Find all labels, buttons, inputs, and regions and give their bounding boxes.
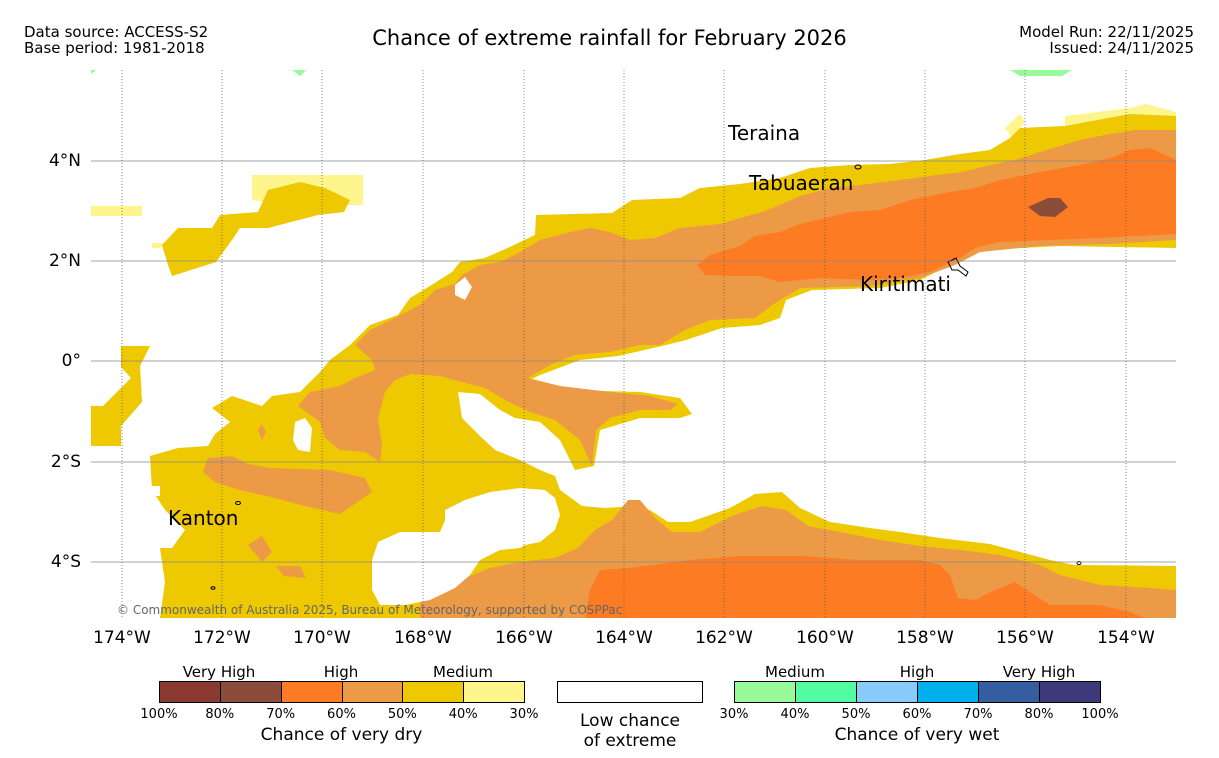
map-title: Chance of extreme rainfall for February …: [372, 26, 847, 50]
legend-low-line2: of extreme: [583, 731, 677, 751]
legend-wet-tick: 50%: [841, 707, 871, 722]
legend-low-line1: Low chance: [580, 711, 680, 731]
legend-wet-tick: 80%: [1024, 707, 1054, 722]
legend-wet-swatch: [734, 681, 796, 703]
place-kiritimati: Kiritimati: [860, 272, 951, 296]
legend-dry-swatch: [341, 681, 404, 703]
lon-label: 156°W: [996, 628, 1054, 648]
legend-wet-swatch: [917, 681, 979, 703]
lon-label: 166°W: [495, 628, 553, 648]
island-outline: [210, 586, 216, 590]
legend-dry-title: Chance of very dry: [260, 725, 423, 745]
copyright-text: © Commonwealth of Australia 2025, Bureau…: [117, 603, 623, 617]
dry-high-region: [585, 148, 1176, 618]
data-source-text: Data source: ACCESS-S2: [24, 23, 209, 41]
legend-dry-swatch: [159, 681, 221, 703]
lon-label: 174°W: [93, 628, 151, 648]
legend-wet-tick: 40%: [780, 707, 810, 722]
lon-label: 172°W: [193, 628, 251, 648]
dry-very-high-region: [1028, 198, 1068, 217]
legend-dry-tick: 30%: [509, 707, 539, 722]
place-teraina: Teraina: [728, 121, 801, 145]
legend-dry-medium: Medium: [433, 663, 493, 681]
place-kanton: Kanton: [168, 506, 239, 530]
legend-dry-tick: 40%: [448, 707, 478, 722]
lon-label: 162°W: [695, 628, 753, 648]
dry-small-spot: [258, 424, 266, 440]
legend-wet-high: High: [899, 663, 935, 681]
legend-wet-swatch: [978, 681, 1040, 703]
lon-label: 160°W: [796, 628, 854, 648]
legend-dry-tick: 80%: [205, 707, 235, 722]
lat-label-0: 0°: [61, 351, 81, 371]
lat-label-2n: 2°N: [48, 251, 81, 271]
island-outline: [1076, 561, 1082, 565]
legend-dry-tick: 100%: [140, 707, 178, 722]
base-period-text: Base period: 1981-2018: [24, 39, 205, 57]
legend-wet-title: Chance of very wet: [834, 725, 1000, 745]
dry-medium-light-region: [91, 104, 1176, 248]
lat-label-4n: 4°N: [48, 151, 81, 171]
legend-wet-swatch: [856, 681, 918, 703]
legend-wet-very-high: Very High: [1002, 663, 1076, 681]
lat-label-4s: 4°S: [50, 552, 81, 572]
legend-dry-tick: 70%: [266, 707, 296, 722]
legend-dry-high: High: [323, 663, 359, 681]
legend-wet-swatch: [1039, 681, 1101, 703]
island-outline: [235, 501, 241, 505]
legend-dry-swatch: [402, 681, 465, 703]
legend-dry-swatch: [219, 681, 282, 703]
legend-wet-swatch: [795, 681, 857, 703]
lon-label: 164°W: [595, 628, 653, 648]
header-left: Data source: ACCESS-S2 Base period: 1981…: [24, 24, 208, 56]
island-outline: [854, 164, 862, 170]
legend-low-swatch: [557, 681, 703, 703]
legend-dry-very-high: Very High: [182, 663, 256, 681]
legend-dry-swatch: [463, 681, 525, 703]
legend-dry-tick: 50%: [387, 707, 417, 722]
place-tabuaeran: Tabuaeran: [749, 171, 854, 195]
legend-wet-tick: 70%: [963, 707, 993, 722]
lon-label: 154°W: [1097, 628, 1155, 648]
low-chance-region-south: [372, 488, 560, 605]
legend-wet-tick: 100%: [1081, 707, 1119, 722]
legend-dry-tick: 60%: [327, 707, 356, 722]
legend-wet-tick: 30%: [719, 707, 749, 722]
issued-text: Issued: 24/11/2025: [1049, 39, 1194, 57]
legend-wet-tick: 60%: [902, 707, 932, 722]
lon-label: 170°W: [293, 628, 351, 648]
island-outline: [947, 257, 969, 277]
map-grid: [91, 70, 1176, 618]
legend-dry-swatch: [280, 681, 343, 703]
lat-label-2s: 2°S: [50, 452, 81, 472]
legend-wet-medium: Medium: [765, 663, 825, 681]
lon-label: 168°W: [394, 628, 452, 648]
model-run-text: Model Run: 22/11/2025: [1019, 23, 1194, 41]
header-right: Model Run: 22/11/2025 Issued: 24/11/2025: [1019, 24, 1194, 56]
lon-label: 158°W: [896, 628, 954, 648]
legend-low-title: Low chance of extreme: [557, 711, 703, 751]
